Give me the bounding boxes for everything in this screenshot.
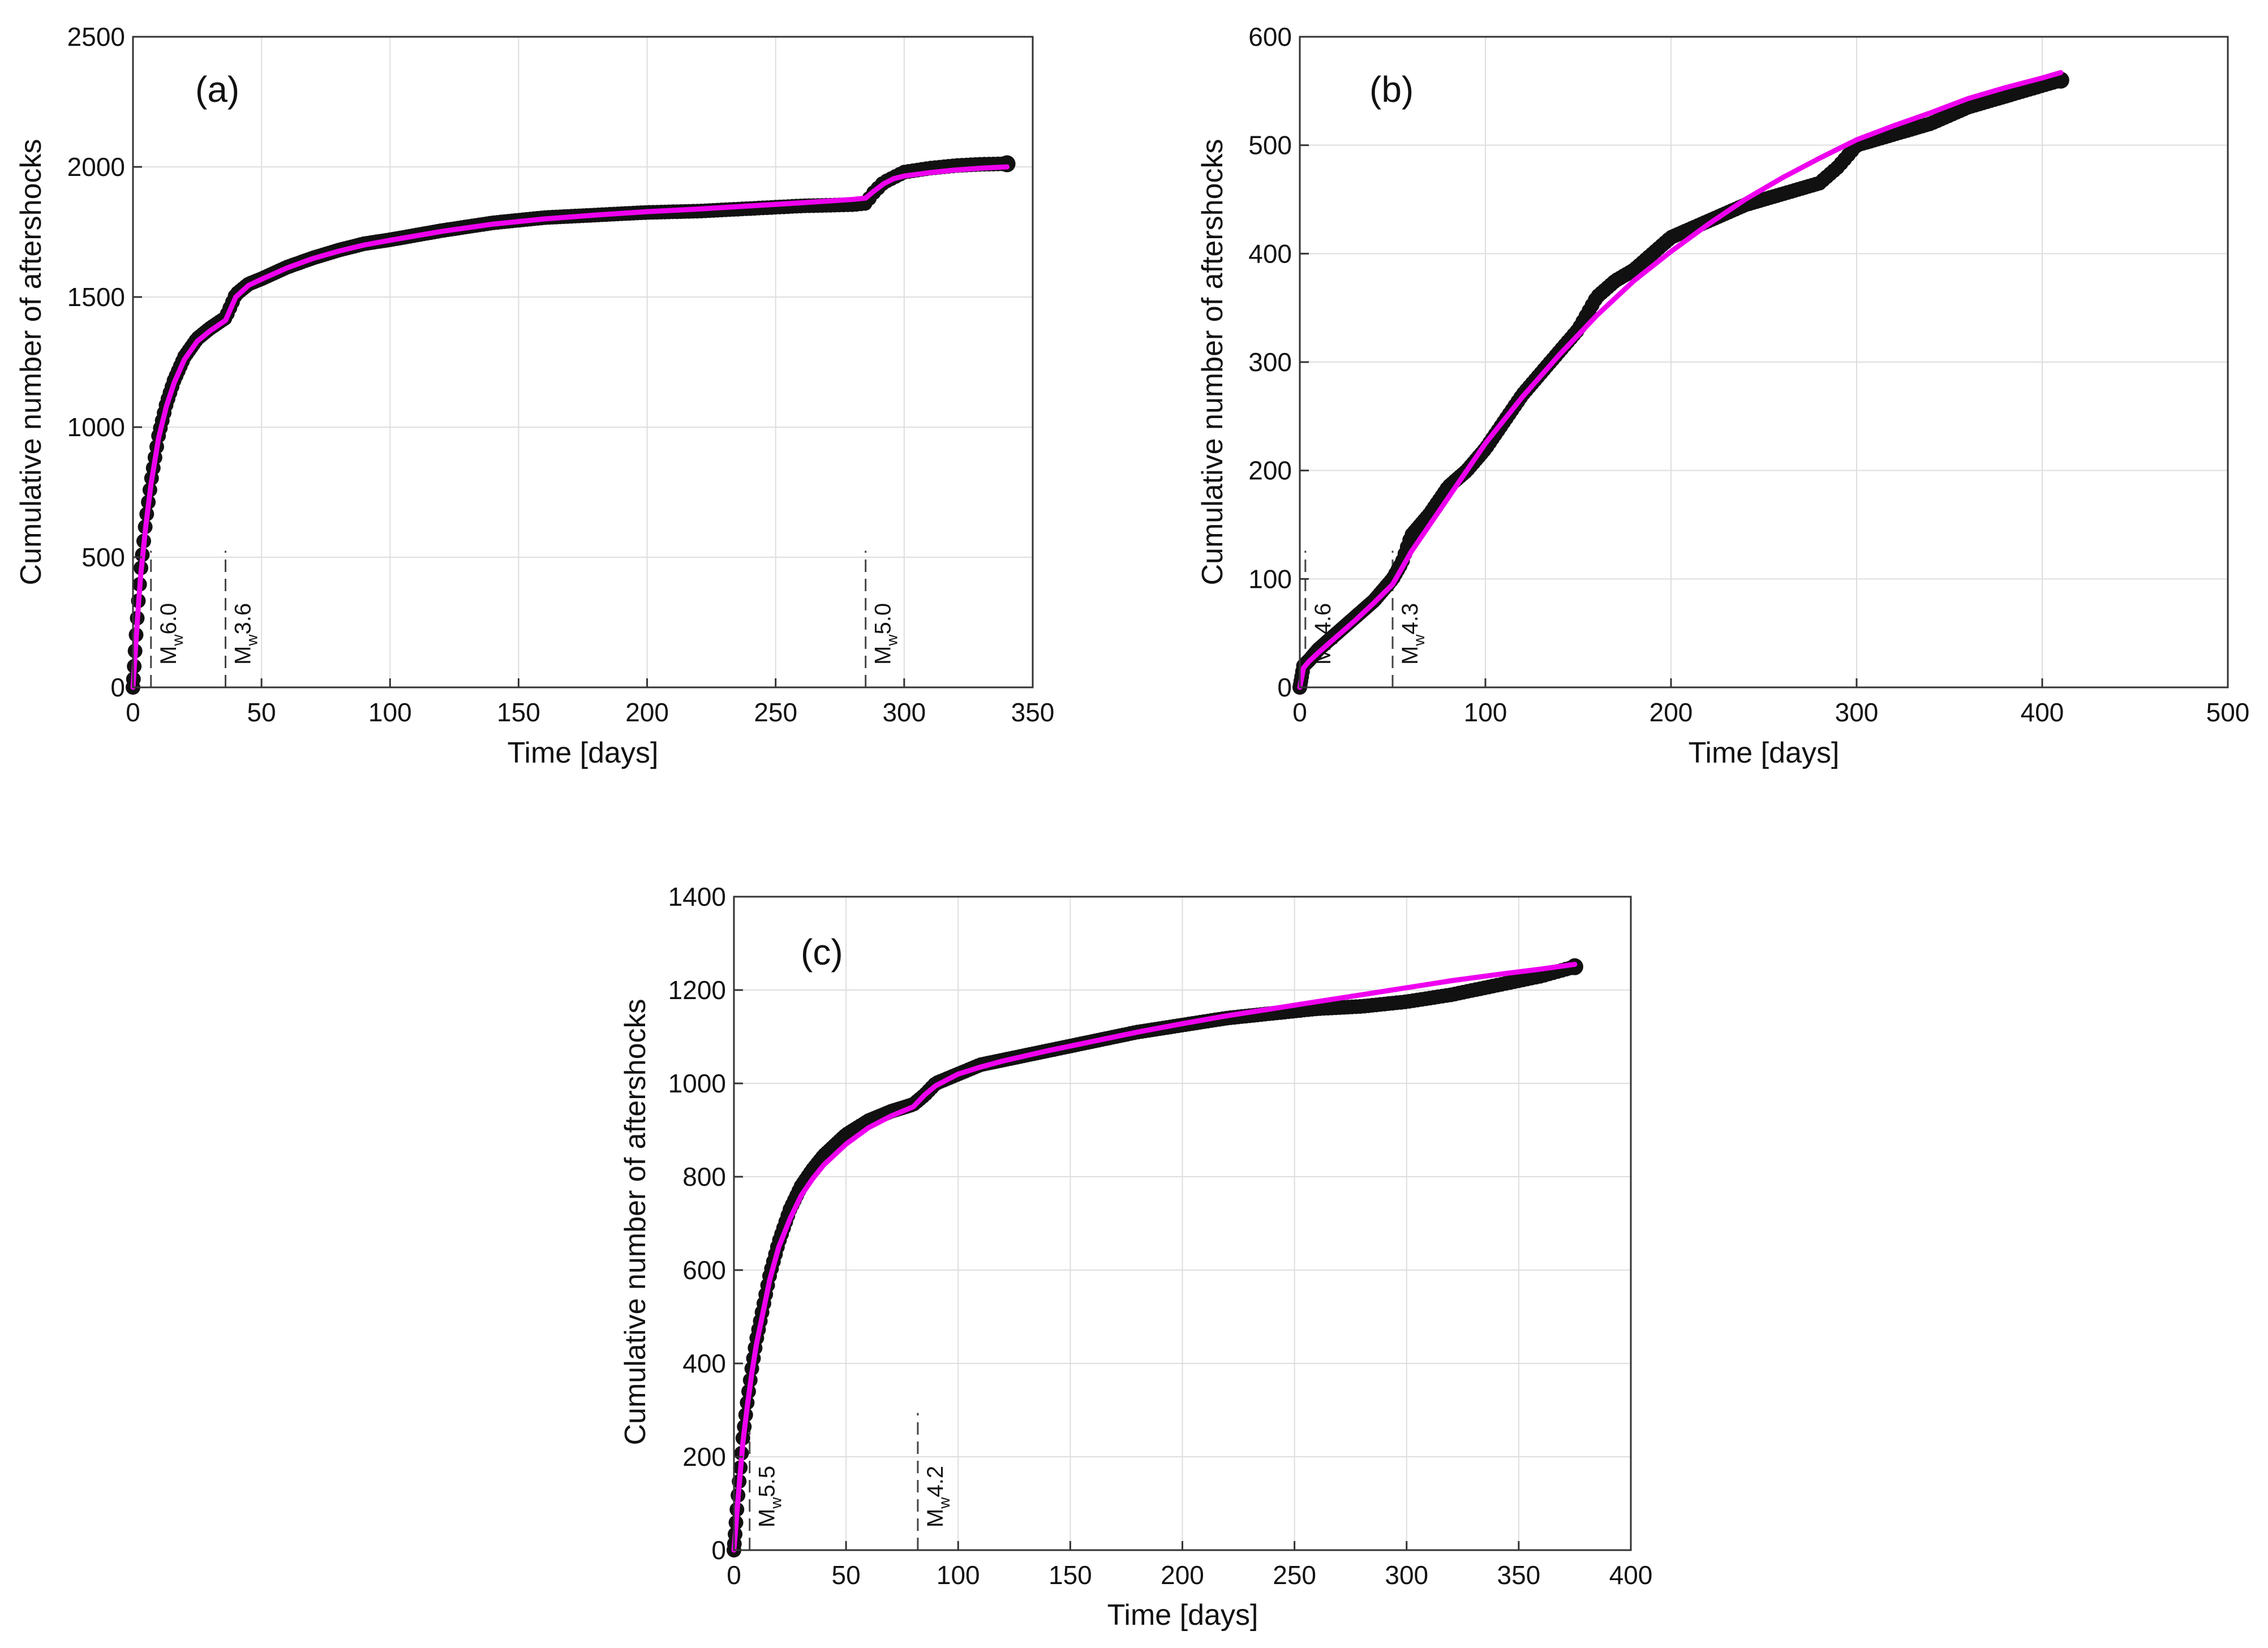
panel-b-y-tick-label-4: 400 [1248, 239, 1292, 268]
panel-a-event-label-prefix: M [871, 646, 896, 665]
panel-c-x-axis-label: Time [days] [1107, 1599, 1258, 1632]
panel-a-event-label-0: Mw6.0 [156, 603, 186, 665]
panel-a-event-label-prefix: M [231, 646, 256, 665]
panel-c-y-axis-label: Cumulative number of aftershocks [619, 999, 652, 1445]
panel-a-y-tick-label-0: 0 [110, 673, 125, 702]
panel-a-y-tick-label-3: 1500 [67, 282, 125, 312]
panel-c-y-tick-label-3: 600 [682, 1255, 726, 1285]
panel-c-y-tick-label-7: 1400 [668, 882, 726, 911]
panel-a-event-magnitude-0: 6.0 [156, 603, 181, 635]
panel-c-x-tick-label-3: 150 [1049, 1560, 1092, 1590]
panel-b-x-tick-label-0: 0 [1292, 698, 1307, 727]
panel-c-y-tick-label-5: 1000 [668, 1069, 726, 1098]
panel-a-x-tick-label-7: 350 [1011, 698, 1055, 727]
panel-a-x-axis-label: Time [days] [508, 737, 659, 769]
panel-a-event-magnitude-2: 5.0 [871, 603, 896, 635]
panel-c-event-label-1: Mw4.2 [923, 1466, 953, 1527]
panel-c-label: (c) [801, 932, 843, 973]
panel-b-model-curve [1297, 70, 2064, 690]
panel-a-event-label-1: Mw3.6 [231, 603, 261, 665]
panel-a-y-tick-label-4: 2000 [67, 152, 125, 182]
panel-c-x-tick-label-4: 200 [1161, 1560, 1204, 1590]
panel-b-y-tick-label-0: 0 [1277, 673, 1292, 702]
panel-b-x-tick-label-2: 200 [1650, 698, 1693, 727]
panel-a-label: (a) [195, 69, 239, 110]
panel-c-y-tick-label-4: 800 [682, 1162, 726, 1191]
panel-b-x-tick-label-4: 400 [2021, 698, 2064, 727]
panel-c-event-label-prefix: M [923, 1509, 948, 1527]
panel-a-x-tick-label-2: 100 [368, 698, 412, 727]
panel-b-event-label-1: Mw4.3 [1398, 603, 1428, 665]
panel-c-x-tick-label-7: 350 [1497, 1560, 1541, 1590]
panel-b-x-axis-label: Time [days] [1689, 737, 1840, 769]
panel-a-event-magnitude-1: 3.6 [231, 603, 256, 635]
panel-a-event-label-subscript: w [243, 634, 261, 647]
panel-a-x-tick-label-6: 300 [882, 698, 926, 727]
panel-c-y-tick-label-0: 0 [711, 1535, 726, 1565]
panel-b-label: (b) [1369, 69, 1414, 110]
panel-a-event-label-2: Mw5.0 [871, 603, 901, 665]
panel-a-x-tick-label-4: 200 [625, 698, 669, 727]
panel-b-x-tick-label-3: 300 [1835, 698, 1879, 727]
panel-a-model-curve [130, 164, 1010, 690]
panel-b-y-tick-label-6: 600 [1248, 22, 1292, 51]
panel-c-x-tick-label-2: 100 [937, 1560, 980, 1590]
panel-c-event-label-subscript: w [935, 1497, 953, 1509]
panel-c-y-tick-label-1: 200 [682, 1442, 726, 1471]
panel-a-y-axis-label: Cumulative number of aftershocks [15, 139, 48, 585]
panel-c-event-label-prefix: M [755, 1509, 780, 1527]
panel-c-event-label-0: Mw5.5 [755, 1466, 785, 1527]
panel-a-event-label-subscript: w [169, 634, 186, 647]
panel-a-event-label-subscript: w [883, 634, 901, 647]
panel-a-ticks: 0 50 100 150 200 250 300 350 0 500 1000 1500 2000 250… [67, 22, 1055, 727]
panel-c-model-curve [731, 962, 1578, 1553]
panel-c-x-tick-label-5: 250 [1273, 1560, 1316, 1590]
panel-a-x-tick-label-3: 150 [497, 698, 540, 727]
panel-b-y-axis-label: Cumulative number of aftershocks [1196, 139, 1229, 585]
panel-b-y-tick-label-5: 500 [1248, 131, 1292, 160]
panel-a-y-tick-label-5: 2500 [67, 22, 125, 51]
panel-c-x-tick-label-0: 0 [727, 1560, 741, 1590]
panel-c-ticks: 0 50 100 150 200 250 300 350 400 0 200 400 600 800 100… [668, 882, 1653, 1590]
panel-c-x-tick-label-8: 400 [1609, 1560, 1653, 1590]
panel-c-y-tick-label-6: 1200 [668, 975, 726, 1005]
panel-a-event-label-prefix: M [156, 646, 181, 665]
panel-b-event-label-prefix: M [1398, 646, 1423, 665]
panel-a-x-tick-label-1: 50 [247, 698, 276, 727]
panel-b-x-tick-label-5: 500 [2206, 698, 2250, 727]
panel-a-x-tick-label-0: 0 [126, 698, 140, 727]
panel-b-event-label-subscript: w [1410, 634, 1428, 647]
panel-c-y-tick-label-2: 400 [682, 1349, 726, 1378]
panel-b-y-tick-label-3: 300 [1248, 347, 1292, 377]
panel-c-event-label-subscript: w [767, 1497, 785, 1509]
panel-b-event-magnitude-1: 4.3 [1398, 603, 1423, 635]
panel-a-x-tick-label-5: 250 [754, 698, 797, 727]
panel-c-x-tick-label-1: 50 [832, 1560, 861, 1590]
panel-a-frame [132, 36, 1034, 689]
panel-a-y-tick-label-2: 1000 [67, 412, 125, 442]
panel-b-x-tick-label-1: 100 [1464, 698, 1507, 727]
panel-c-event-magnitude-0: 5.5 [755, 1466, 780, 1498]
panel-b-ticks: 0 100 200 300 400 500 0 100 200 300 400 500 600 [1248, 22, 2249, 727]
panel-c-event-magnitude-1: 4.2 [923, 1466, 948, 1498]
panel-c-x-tick-label-6: 300 [1385, 1560, 1428, 1590]
panel-b-y-tick-label-1: 100 [1248, 564, 1292, 593]
panel-a-y-tick-label-1: 500 [81, 543, 125, 572]
panel-b-y-tick-label-2: 200 [1248, 456, 1292, 485]
